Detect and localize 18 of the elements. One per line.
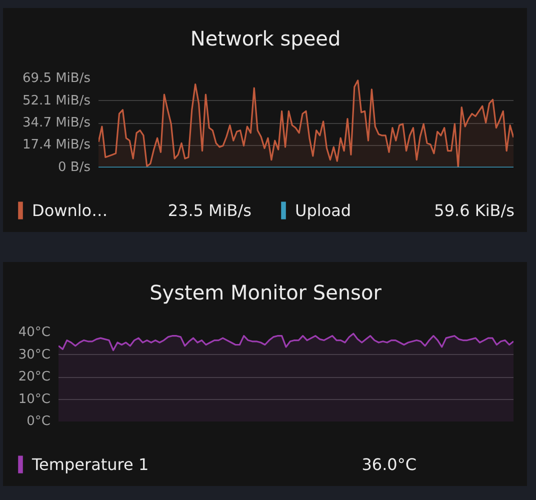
legend-label: Temperature 1 (32, 454, 149, 474)
chart-title: System Monitor Sensor (150, 280, 382, 304)
y-tick-label: 69.5 MiB/s (22, 71, 91, 86)
chart-title: Network speed (190, 26, 341, 50)
y-tick-label: 34.7 MiB/s (22, 116, 91, 131)
legend-label: Downlo… (32, 200, 108, 220)
text: 36.0°C (362, 455, 416, 474)
y-tick-label: 20°C (18, 370, 51, 384)
y-tick-label: 30°C (18, 347, 51, 362)
y-tick-label: 17.4 MiB/s (22, 138, 91, 153)
y-tick-label: 10°C (18, 392, 51, 407)
y-tick-label: 0°C (26, 414, 51, 429)
text: 23.5 MiB/s (168, 201, 252, 220)
y-tick-label: 52.1 MiB/s (22, 93, 91, 108)
y-tick-label: 0 B/s (58, 160, 91, 175)
y-tick-label: 40°C (18, 325, 51, 340)
text: 59.6 KiB/s (434, 201, 515, 220)
legend-label: Upload (295, 200, 352, 220)
